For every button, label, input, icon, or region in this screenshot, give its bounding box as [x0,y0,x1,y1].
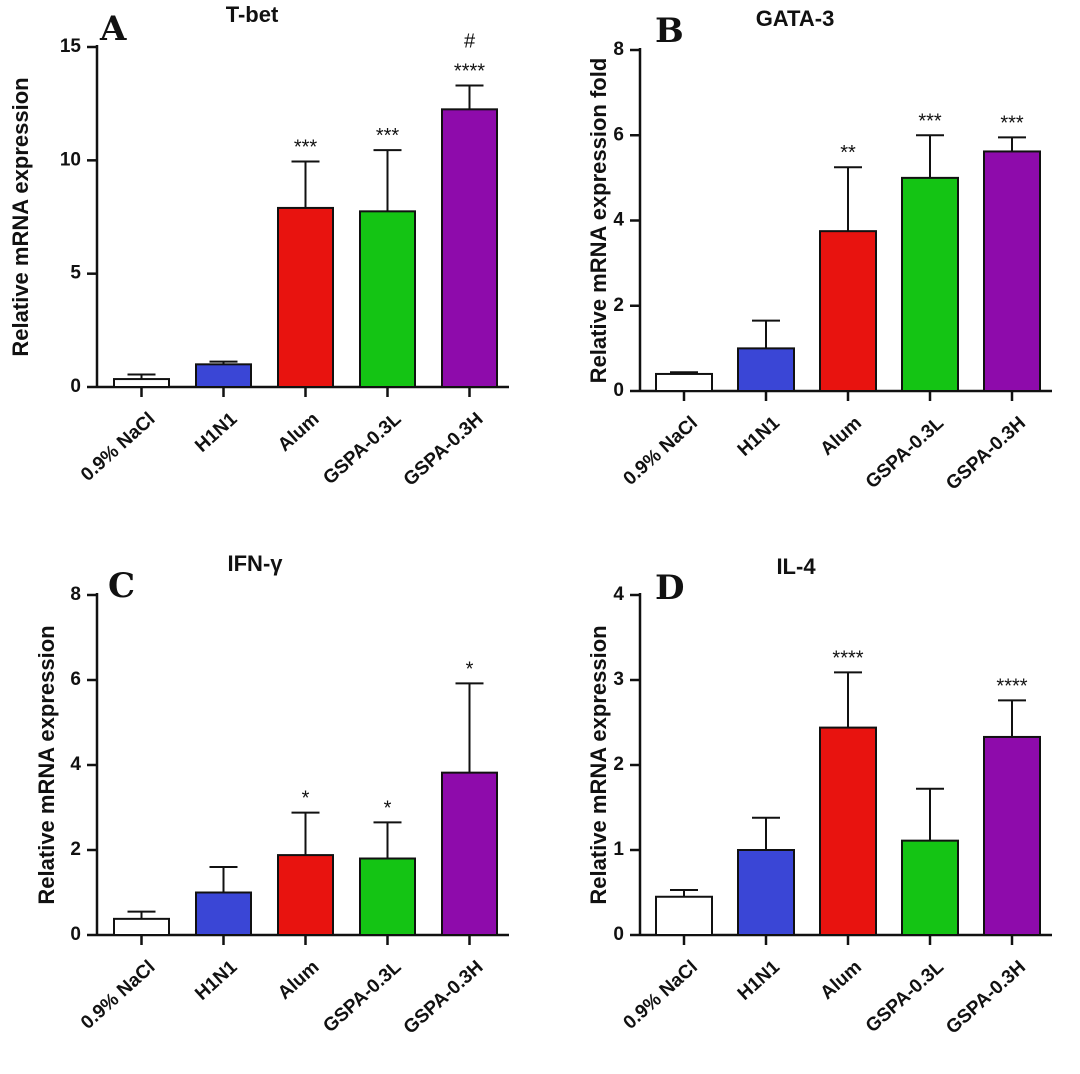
bar-h1n1 [195,891,252,936]
bar-gspa-0-3l [901,839,959,937]
significance-label: **** [454,61,485,83]
y-tick-label: 6 [70,669,81,690]
significance-label: * [384,797,392,819]
y-axis-label: Relative mRNA expression [586,625,611,904]
y-axis-label: Relative mRNA expression [34,625,59,904]
significance-label: **** [996,675,1027,697]
x-tick-label: Alum [274,409,323,456]
significance-label: * [302,788,310,810]
bar-gspa-0-3l [901,176,959,392]
x-tick-label: H1N1 [734,412,784,460]
bar-gspa-0-3l [359,857,416,936]
panel-title: IL-4 [776,554,816,579]
x-tick-label: GSPA-0.3H [942,957,1030,1039]
x-tick-label: Alum [817,957,866,1004]
y-tick-label: 4 [613,584,624,605]
bar-gspa-0-3h [441,108,498,388]
bar-0-9-nacl [113,917,170,936]
y-tick-label: 15 [60,36,82,57]
significance-label: *** [294,136,318,158]
x-tick-label: H1N1 [734,956,784,1004]
y-tick-label: 0 [70,376,81,397]
bar-h1n1 [737,849,795,936]
bar-gspa-0-3h [441,771,498,937]
bar-alum [277,206,334,388]
x-tick-label: H1N1 [191,408,241,456]
bar-gspa-0-3l [359,210,416,388]
chart-panel-a: A T-bet Relative mRNA expression 0 5 10 15 0.9%… [8,2,509,490]
bar-gspa-0-3h [983,150,1041,392]
y-tick-label: 8 [70,584,81,605]
y-tick-label: 0 [613,924,624,945]
y-tick-label: 5 [70,263,81,284]
y-tick-label: 4 [70,754,81,775]
significance-label: # [464,31,476,53]
panel-letter: B [655,11,684,51]
significance-label: ** [840,142,856,164]
bar-h1n1 [737,347,795,392]
y-tick-label: 2 [613,754,624,775]
x-tick-label: Alum [274,957,323,1004]
x-tick-label: H1N1 [191,956,241,1004]
x-tick-label: Alum [817,413,866,460]
y-tick-label: 1 [613,839,624,860]
x-tick-label: GSPA-0.3L [319,408,405,489]
x-tick-label: 0.9% NaCl [77,409,159,486]
bar-0-9-nacl [655,895,713,936]
x-tick-label: GSPA-0.3L [862,956,948,1037]
y-tick-label: 0 [70,924,81,945]
bar-alum [277,854,334,936]
panel-title: T-bet [226,2,279,27]
bar-alum [819,230,877,392]
significance-label: *** [1000,112,1024,134]
x-tick-label: GSPA-0.3H [400,957,488,1039]
y-axis-label: Relative mRNA expression [8,77,33,356]
y-axis-label: Relative mRNA expression fold [586,58,611,384]
x-tick-label: 0.9% NaCl [620,413,702,490]
panel-title: IFN-γ [228,551,284,576]
x-tick-label: GSPA-0.3L [862,412,948,493]
y-tick-label: 8 [613,39,624,60]
panel-letter: D [655,568,684,608]
bar-0-9-nacl [113,378,170,389]
x-tick-label: GSPA-0.3L [319,956,405,1037]
significance-label: **** [832,647,863,669]
x-tick-label: 0.9% NaCl [620,957,702,1034]
y-tick-label: 2 [70,839,81,860]
y-tick-label: 2 [613,295,624,316]
panel-letter: C [108,566,135,606]
bar-h1n1 [195,363,252,389]
x-tick-label: GSPA-0.3H [400,409,488,491]
x-tick-label: GSPA-0.3H [942,413,1030,495]
bar-0-9-nacl [655,372,713,393]
significance-label: *** [918,110,942,132]
chart-panel-c: C IFN-γ Relative mRNA expression 0 2 4 6 8 0.9% … [34,551,509,1038]
significance-label: *** [376,125,400,147]
significance-label: * [466,658,474,680]
panel-title: GATA-3 [756,6,835,31]
panel-letter: A [99,9,127,49]
y-tick-label: 0 [613,380,624,401]
bar-gspa-0-3h [983,735,1041,937]
y-tick-label: 10 [60,149,81,170]
y-tick-label: 4 [613,210,624,231]
y-tick-label: 3 [613,669,624,690]
x-tick-label: 0.9% NaCl [77,957,159,1034]
bar-alum [819,726,877,936]
y-tick-label: 6 [613,124,624,145]
